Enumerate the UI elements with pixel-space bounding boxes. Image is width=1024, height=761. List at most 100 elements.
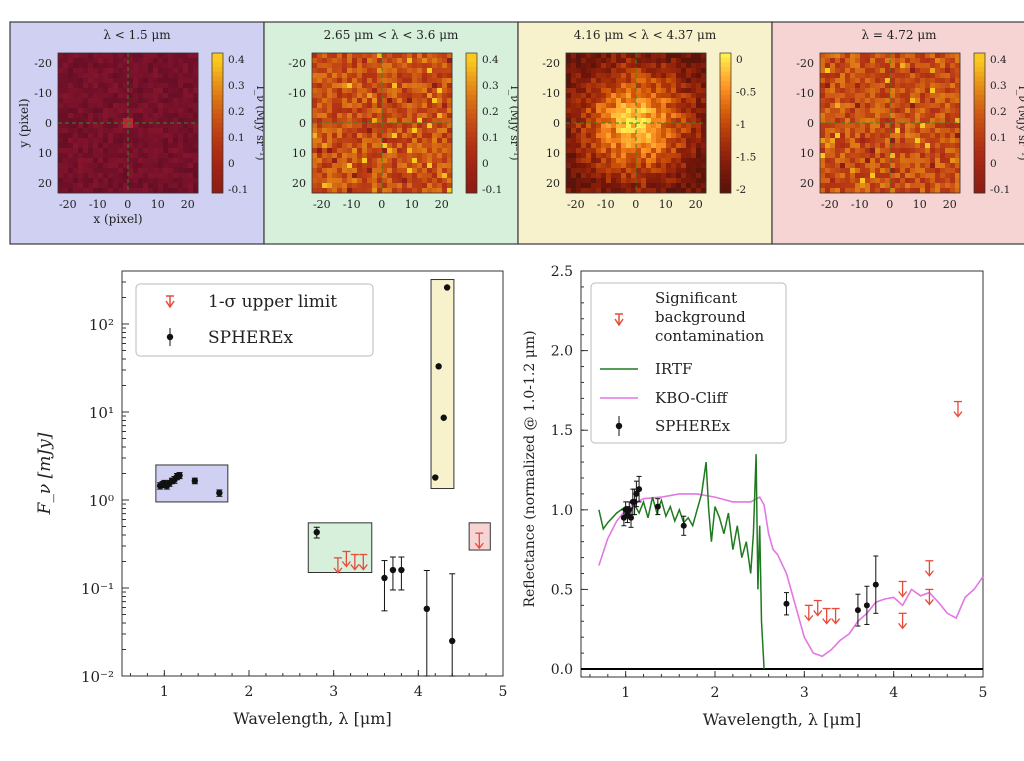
pixel [412, 68, 418, 74]
pixel [870, 68, 876, 74]
pixel [178, 153, 184, 159]
pixel [362, 83, 368, 89]
pixel [641, 58, 647, 64]
pixel [850, 143, 856, 149]
pixel [611, 83, 617, 89]
spherex-point [191, 477, 199, 485]
pixel [910, 158, 916, 164]
pixel [113, 143, 119, 149]
pixel [387, 188, 393, 194]
pixel [820, 138, 826, 144]
pixel [865, 98, 871, 104]
pixel [83, 148, 89, 154]
pixel [143, 128, 149, 134]
pixel [586, 153, 592, 159]
pixel [193, 173, 199, 179]
pixel [58, 163, 64, 169]
pixel [955, 168, 961, 174]
pixel [357, 83, 363, 89]
pixel [337, 88, 343, 94]
panel-title: λ < 1.5 μm [103, 28, 171, 42]
pixel [402, 143, 408, 149]
pixel [676, 178, 682, 184]
colorbar-step [974, 99, 985, 105]
pixel [696, 68, 702, 74]
pixel [601, 113, 607, 119]
pixel [915, 188, 921, 194]
pixel [900, 58, 906, 64]
x-tick-label: 2 [711, 685, 720, 701]
pixel [377, 133, 383, 139]
pixel [98, 108, 104, 114]
x-tick-label: 10 [151, 198, 165, 211]
pixel [427, 158, 433, 164]
pixel [606, 173, 612, 179]
pixel [407, 128, 413, 134]
pixel [626, 113, 632, 119]
pixel [158, 78, 164, 84]
pixel [611, 103, 617, 109]
pixel [840, 143, 846, 149]
colorbar-step [720, 57, 731, 63]
pixel [113, 68, 119, 74]
pixel [103, 148, 109, 154]
pixel [158, 58, 164, 64]
pixel [442, 88, 448, 94]
pixel [571, 168, 577, 174]
pixel [646, 183, 652, 189]
pixel [73, 88, 79, 94]
pixel [835, 183, 841, 189]
pixel [870, 143, 876, 149]
pixel [322, 138, 328, 144]
pixel [676, 88, 682, 94]
pixel [158, 138, 164, 144]
pixel [820, 183, 826, 189]
pixel [327, 53, 333, 59]
pixel [337, 63, 343, 69]
pixel [880, 153, 886, 159]
pixel [900, 153, 906, 159]
pixel [93, 188, 99, 194]
pixel [183, 103, 189, 109]
pixel [571, 93, 577, 99]
pixel [576, 158, 582, 164]
pixel [73, 123, 79, 129]
pixel [352, 83, 358, 89]
pixel [656, 143, 662, 149]
pixel [123, 178, 129, 184]
pixel [188, 108, 194, 114]
pixel [357, 133, 363, 139]
pixel [895, 178, 901, 184]
pixel [661, 163, 667, 169]
pixel [631, 173, 637, 179]
pixel [880, 158, 886, 164]
pixel [387, 108, 393, 114]
pixel [143, 93, 149, 99]
pixel [113, 183, 119, 189]
colorbar-step [974, 76, 985, 82]
pixel [576, 143, 582, 149]
pixel [362, 173, 368, 179]
pixel [342, 188, 348, 194]
pixel [98, 153, 104, 159]
pixel [183, 163, 189, 169]
colorbar-step [974, 165, 985, 171]
pixel [322, 133, 328, 139]
pixel [392, 133, 398, 139]
pixel [432, 103, 438, 109]
pixel [422, 78, 428, 84]
pixel [163, 128, 169, 134]
pixel [128, 83, 134, 89]
pixel [372, 138, 378, 144]
pixel [447, 123, 453, 129]
pixel [576, 168, 582, 174]
pixel [621, 53, 627, 59]
pixel [362, 108, 368, 114]
pixel [820, 78, 826, 84]
pixel [930, 148, 936, 154]
upper-limit-arrow [358, 564, 368, 571]
pixel [377, 108, 383, 114]
pixel [865, 53, 871, 59]
pixel [566, 158, 572, 164]
pixel [347, 143, 353, 149]
